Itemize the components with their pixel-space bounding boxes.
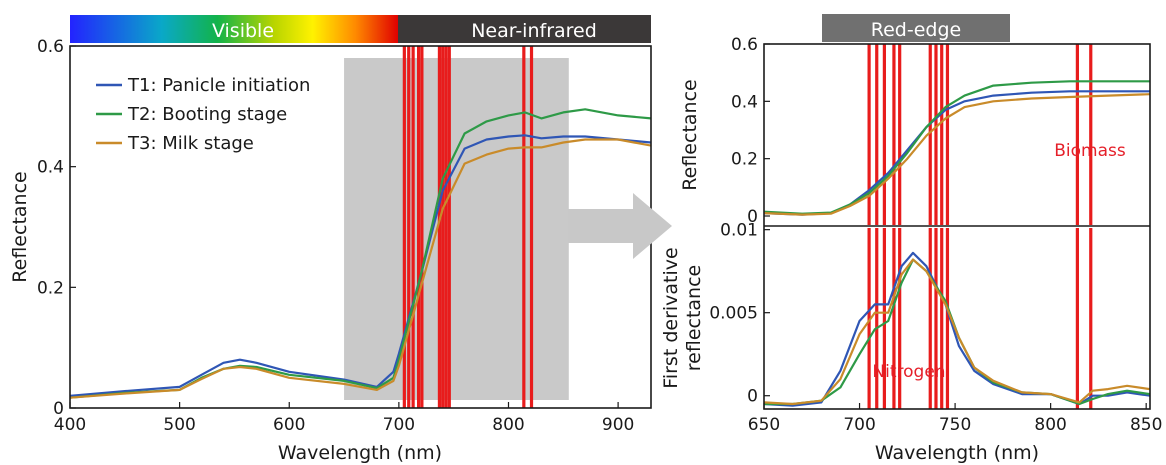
series-line-t3-milk-stage [764,93,1150,216]
selected-band-marker [934,44,938,225]
legend-entry: T2: Booting stage [127,104,287,125]
y-tick-label: 0.005 [709,304,758,324]
selected-band-marker [928,44,932,225]
selected-band-marker [898,228,902,409]
legend-entry: T1: Panicle initiation [127,75,310,96]
selected-band-marker [892,228,896,409]
x-tick-label: 650 [748,415,780,435]
selected-band-marker [529,46,534,408]
series-line-t1-panicle-initiation [70,134,651,397]
x-tick-label: 800 [1034,415,1066,435]
selected-band-marker [420,46,424,408]
left-x-axis-label: Wavelength (nm) [278,442,442,464]
x-tick-label: 500 [163,415,195,435]
red-edge-band-bar [822,14,1010,42]
legend-entry: T3: Milk stage [127,133,254,154]
right-x-axis-label: Wavelength (nm) [875,442,1039,464]
series-line-t2-booting-stage [764,80,1150,215]
selected-band-marker [1075,44,1079,225]
selected-band-marker [898,44,902,225]
series-line-t3-milk-stage [764,258,1150,406]
x-tick-label: 400 [54,415,86,435]
near-infrared-band-bar [398,15,651,43]
x-tick-label: 700 [383,415,415,435]
selected-band-marker [407,46,411,408]
selected-band-marker [934,228,938,409]
selected-band-marker [945,228,950,409]
selected-band-marker [417,46,421,408]
selected-band-marker [928,228,932,409]
x-tick-label: 600 [273,415,305,435]
x-tick-label: 750 [939,415,971,435]
legend: T1: Panicle initiation T2: Booting stage T… [96,75,310,154]
highlight-region [344,58,569,400]
right-top-y-axis-label: Reflectance [679,79,701,190]
selected-band-marker [1089,44,1093,225]
x-tick-label: 850 [1130,415,1162,435]
right-zoom-plots: 0 0.2 0.4 0.6 0 0.005 0.01 650 700 750 800 850 Bio… [660,35,1162,464]
selected-band-marker [1089,228,1093,409]
left-reflectance-plot: 400 500 600 700 800 900 0 0.2 0.4 0.6 T1: Panicle… [9,37,652,464]
x-tick-label: 900 [602,415,634,435]
selected-band-marker [945,44,950,225]
selected-band-marker [437,46,442,408]
selected-band-marker [447,46,451,408]
selected-band-marker [522,46,526,408]
selected-band-marker [940,228,944,409]
y-tick-label: 0.6 [731,35,758,55]
selected-band-marker [892,44,896,225]
y-tick-label: 0.2 [37,278,64,298]
visible-band-label: Visible [212,20,274,42]
selected-band-marker [411,46,415,408]
selected-band-marker [402,46,406,408]
right-bottom-y-axis-label-line1: First derivative [660,247,682,388]
red-edge-band-label: Red-edge [871,19,961,41]
selected-band-marker [875,228,879,409]
y-tick-label: 0 [747,387,758,407]
selected-band-marker [882,44,886,225]
selected-band-marker [1075,228,1079,409]
selected-band-marker [441,46,445,408]
x-tick-label: 800 [492,415,524,435]
nitrogen-annotation: Nitrogen [872,362,945,382]
y-tick-label: 0 [53,399,64,419]
left-y-axis-label: Reflectance [9,171,31,282]
series-line-t3-milk-stage [70,138,651,399]
y-tick-label: 0 [747,207,758,227]
selected-band-marker [882,228,886,409]
selected-band-marker [940,44,944,225]
selected-band-marker [867,44,871,225]
near-infrared-band-label: Near-infrared [471,20,597,42]
biomass-annotation: Biomass [1054,141,1126,161]
visible-band-bar [70,15,398,43]
selected-band-marker [444,46,448,408]
y-tick-label: 0.01 [720,221,758,241]
right-bottom-y-axis-label-line2: reflectance [683,265,705,371]
x-tick-label: 700 [843,415,875,435]
y-tick-label: 0.4 [731,92,758,112]
selected-band-marker [867,228,871,409]
selected-band-marker [875,44,879,225]
y-tick-label: 0.2 [731,150,758,170]
y-tick-label: 0.4 [37,158,64,178]
y-tick-label: 0.6 [37,37,64,57]
series-line-t2-booting-stage [764,258,1150,406]
zoom-arrow [568,193,672,259]
